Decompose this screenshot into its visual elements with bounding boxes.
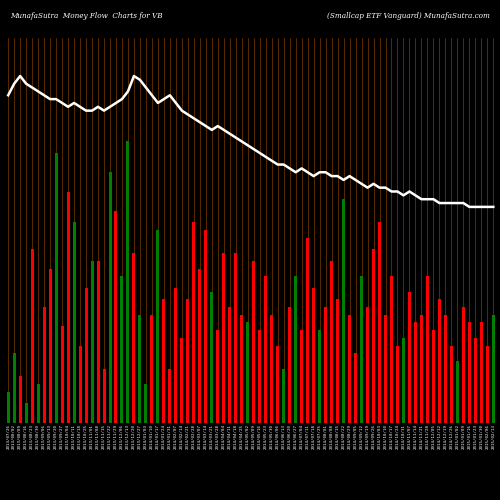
Bar (420, 314, 423, 422)
Bar (78, 346, 82, 422)
Bar (138, 314, 141, 422)
Bar (48, 268, 51, 422)
Bar (108, 172, 112, 422)
Bar (96, 261, 100, 422)
Bar (390, 276, 393, 422)
Bar (486, 346, 489, 422)
Bar (168, 368, 172, 422)
Bar (114, 211, 117, 422)
Bar (60, 326, 64, 422)
Bar (264, 276, 267, 422)
Bar (462, 307, 465, 422)
Bar (426, 276, 429, 422)
Bar (270, 314, 273, 422)
Bar (492, 314, 495, 422)
Bar (18, 376, 22, 422)
Bar (186, 300, 190, 422)
Bar (12, 353, 16, 422)
Bar (90, 261, 94, 422)
Bar (210, 292, 214, 422)
Bar (30, 249, 34, 422)
Bar (396, 346, 399, 422)
Bar (276, 346, 279, 422)
Bar (372, 249, 375, 422)
Bar (444, 314, 447, 422)
Bar (6, 392, 10, 422)
Bar (282, 368, 285, 422)
Bar (198, 268, 202, 422)
Bar (318, 330, 321, 422)
Bar (246, 322, 250, 422)
Bar (252, 261, 255, 422)
Bar (480, 322, 483, 422)
Bar (306, 238, 309, 422)
Bar (174, 288, 178, 422)
Bar (120, 276, 124, 422)
Bar (132, 253, 136, 422)
Text: MunafaSutra  Money Flow  Charts for VB: MunafaSutra Money Flow Charts for VB (10, 12, 162, 20)
Bar (414, 322, 417, 422)
Bar (456, 361, 459, 422)
Bar (150, 314, 154, 422)
Bar (330, 261, 333, 422)
Bar (144, 384, 148, 422)
Bar (342, 199, 345, 422)
Bar (42, 307, 45, 422)
Bar (432, 330, 435, 422)
Bar (180, 338, 184, 422)
Bar (216, 330, 220, 422)
Bar (402, 338, 405, 422)
Bar (24, 403, 28, 422)
Bar (450, 346, 453, 422)
Bar (234, 253, 238, 422)
Bar (228, 307, 232, 422)
Bar (36, 384, 40, 422)
Bar (162, 300, 166, 422)
Bar (204, 230, 208, 422)
Bar (384, 314, 387, 422)
Bar (324, 307, 327, 422)
Bar (366, 307, 369, 422)
Bar (294, 276, 297, 422)
Bar (66, 192, 70, 422)
Bar (348, 314, 351, 422)
Bar (474, 338, 477, 422)
Bar (312, 288, 315, 422)
Bar (354, 353, 357, 422)
Bar (288, 307, 291, 422)
Bar (408, 292, 411, 422)
Bar (438, 300, 441, 422)
Bar (222, 253, 226, 422)
Bar (300, 330, 303, 422)
Bar (336, 300, 339, 422)
Bar (126, 142, 130, 422)
Bar (102, 368, 106, 422)
Text: (Smallcap ETF Vanguard) MunafaSutra.com: (Smallcap ETF Vanguard) MunafaSutra.com (327, 12, 490, 20)
Bar (192, 222, 196, 422)
Bar (258, 330, 261, 422)
Bar (360, 276, 363, 422)
Bar (156, 230, 160, 422)
Bar (240, 314, 244, 422)
Bar (72, 222, 76, 422)
Bar (468, 322, 471, 422)
Bar (54, 153, 58, 422)
Bar (84, 288, 87, 422)
Bar (378, 222, 381, 422)
